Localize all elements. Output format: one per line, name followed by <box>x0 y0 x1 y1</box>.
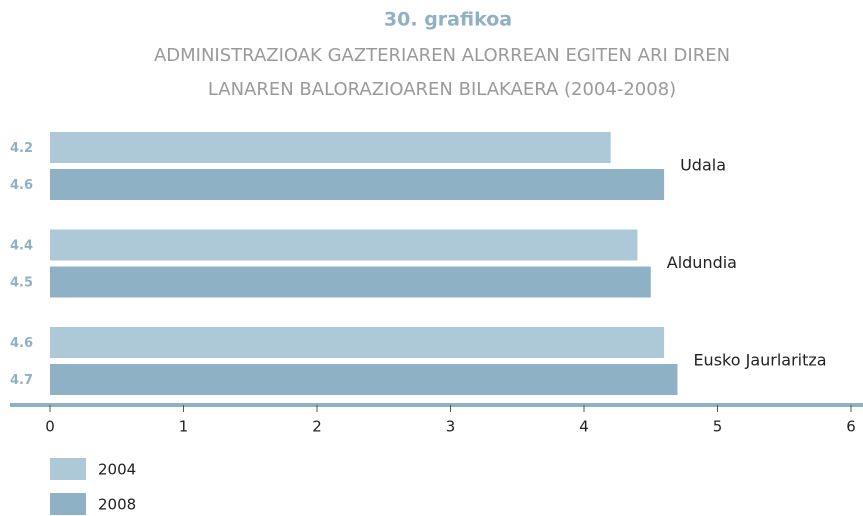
bar <box>50 266 651 298</box>
bar <box>50 169 665 200</box>
category-label: Eusko Jaurlaritza <box>693 351 826 370</box>
x-tick-label: 0 <box>45 418 55 436</box>
value-label: 4.6 <box>10 336 33 351</box>
value-label: 4.6 <box>10 178 33 193</box>
legend-label: 2008 <box>98 496 136 514</box>
x-tick-label: 1 <box>179 418 189 436</box>
bar <box>50 327 665 358</box>
bar <box>50 229 638 261</box>
x-tick-label: 3 <box>446 418 456 436</box>
x-tick-label: 5 <box>713 418 723 436</box>
value-label: 4.5 <box>10 276 33 291</box>
x-tick-label: 2 <box>312 418 322 436</box>
chart-subtitle: LANAREN BALORAZIOAREN BILAKAERA (2004-20… <box>208 79 676 100</box>
chart-title: 30. grafikoa <box>384 9 512 31</box>
x-tick-label: 4 <box>579 418 589 436</box>
value-label: 4.4 <box>10 239 33 254</box>
x-tick-label: 6 <box>846 418 856 436</box>
bar <box>50 132 611 163</box>
value-label: 4.7 <box>10 373 33 388</box>
category-label: Aldundia <box>667 253 737 272</box>
legend-label: 2004 <box>98 461 136 479</box>
value-label: 4.2 <box>10 141 33 156</box>
bar <box>50 364 678 395</box>
legend-swatch <box>50 493 86 515</box>
category-label: Udala <box>680 156 726 175</box>
chart-subtitle: ADMINISTRAZIOAK GAZTERIAREN ALORREAN EGI… <box>154 45 730 66</box>
legend-swatch <box>50 458 86 480</box>
